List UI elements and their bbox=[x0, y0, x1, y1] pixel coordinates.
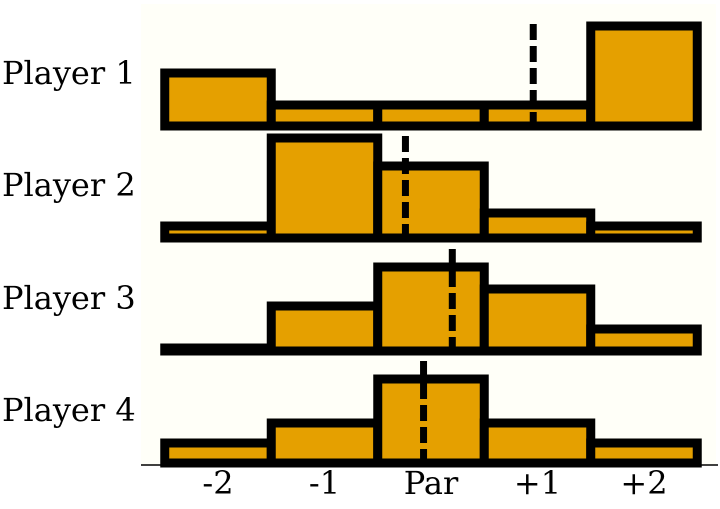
bar-4-5 bbox=[586, 438, 702, 468]
bar-2-1 bbox=[160, 221, 276, 243]
bar-1-1 bbox=[160, 68, 276, 131]
bar-1-5 bbox=[586, 21, 702, 131]
bar-3-1 bbox=[160, 343, 276, 356]
x-tick-label-5: +2 bbox=[620, 464, 667, 502]
row-label-2: Player 2 bbox=[2, 166, 136, 204]
bar-4-4 bbox=[479, 418, 596, 468]
bar-3-2 bbox=[266, 301, 383, 356]
bar-4-3 bbox=[373, 374, 489, 468]
bar-4-2 bbox=[266, 418, 383, 468]
row-label-3: Player 3 bbox=[2, 279, 136, 317]
x-tick-label-4: +1 bbox=[514, 464, 561, 502]
bar-3-4 bbox=[479, 284, 596, 356]
bar-2-5 bbox=[586, 221, 702, 243]
bar-4-1 bbox=[160, 438, 276, 468]
x-tick-label-1: -2 bbox=[202, 464, 233, 502]
x-tick-label-2: -1 bbox=[309, 464, 340, 502]
x-tick-label-3: Par bbox=[404, 464, 459, 502]
row-label-4: Player 4 bbox=[2, 391, 136, 429]
bar-1-3 bbox=[373, 100, 489, 131]
bar-1-2 bbox=[266, 100, 383, 131]
row-label-1: Player 1 bbox=[2, 54, 136, 92]
bar-3-3 bbox=[373, 262, 489, 356]
bar-2-2 bbox=[266, 133, 383, 243]
bar-1-4 bbox=[479, 100, 596, 131]
bar-2-3 bbox=[373, 161, 489, 243]
bar-3-5 bbox=[586, 324, 702, 356]
bar-2-4 bbox=[479, 208, 596, 243]
